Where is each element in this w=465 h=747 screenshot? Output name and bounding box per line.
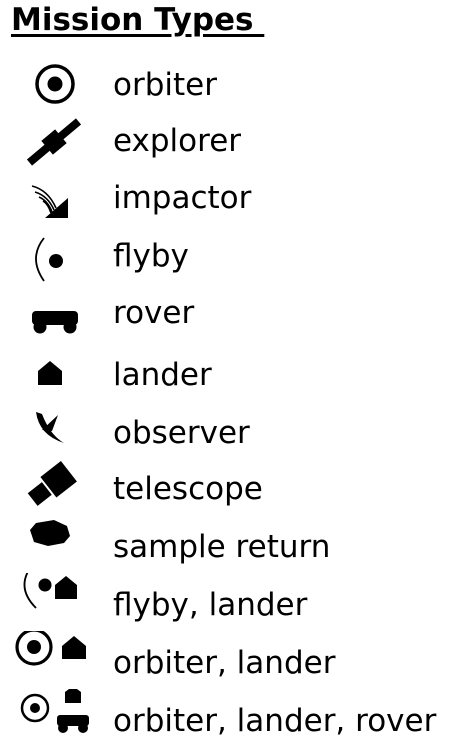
legend-item-flyby: flyby [0, 224, 465, 282]
legend-label: impactor [113, 180, 252, 216]
legend-item-rover: rover [0, 281, 465, 339]
lander-icon [12, 343, 100, 401]
impactor-icon [12, 166, 100, 224]
legend-item-flyby-lander: flyby, lander [0, 573, 465, 631]
legend-label: orbiter [113, 67, 217, 103]
legend-item-telescope: telescope [0, 457, 465, 515]
legend-label: rover [113, 295, 195, 331]
legend-label: sample return [113, 529, 331, 565]
legend-label: lander [113, 357, 212, 393]
rover-icon [12, 281, 100, 339]
legend-label: orbiter, lander, rover [113, 703, 437, 739]
legend-item-explorer: explorer [0, 109, 465, 167]
legend-label: orbiter, lander [113, 645, 336, 681]
legend-item-impactor: impactor [0, 166, 465, 224]
legend-label: telescope [113, 471, 263, 507]
orbiter-icon [12, 53, 100, 111]
observer-dish-icon [12, 401, 100, 459]
legend-item-lander: lander [0, 343, 465, 401]
legend-item-orbiter-lander-rover: orbiter, lander, rover [0, 689, 465, 747]
legend-item-orbiter-lander: orbiter, lander [0, 631, 465, 689]
telescope-icon [12, 457, 100, 515]
flyby-lander-icon [12, 573, 100, 631]
legend-title: Mission Types [11, 2, 265, 38]
orbiter-lander-rover-icon [12, 689, 100, 747]
legend-label: flyby, lander [113, 587, 308, 623]
legend-item-orbiter: orbiter [0, 53, 465, 111]
legend-item-sample-return: sample return [0, 515, 465, 573]
legend-label: flyby [113, 238, 189, 274]
explorer-satellite-icon [12, 109, 100, 167]
legend-label: explorer [113, 123, 242, 159]
orbiter-lander-icon [12, 631, 100, 689]
legend-label: observer [113, 415, 250, 451]
sample-return-icon [12, 515, 100, 573]
flyby-icon [12, 224, 100, 282]
legend-item-observer: observer [0, 401, 465, 459]
